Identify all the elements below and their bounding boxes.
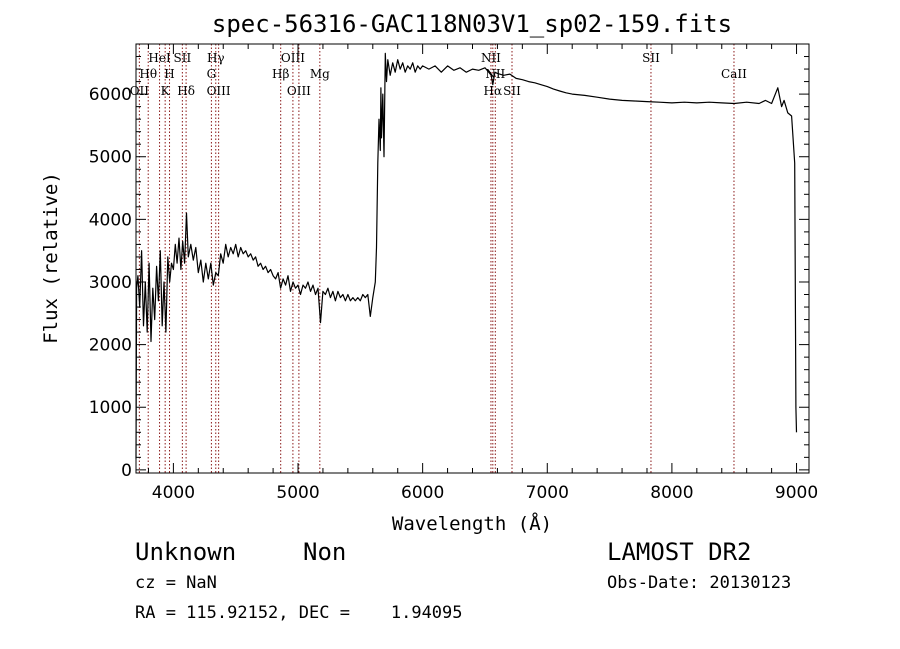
x-tick-label: 7000 bbox=[526, 483, 569, 503]
y-tick-label: 4000 bbox=[89, 210, 132, 230]
spectral-line-label: SII bbox=[503, 84, 521, 98]
y-axis: 0 1000 2000 3000 4000 5000 6000 bbox=[89, 56, 809, 481]
x-tick-label: 6000 bbox=[401, 483, 444, 503]
x-tick-label: 8000 bbox=[650, 483, 693, 503]
observation-date: Obs-Date: 20130123 bbox=[607, 573, 792, 593]
spectral-line-label: OII bbox=[130, 84, 150, 98]
spectral-line-label: Hα bbox=[484, 84, 503, 98]
spectral-line-label: CaII bbox=[721, 67, 747, 81]
y-tick-label: 1000 bbox=[89, 398, 132, 418]
object-subclass: Non bbox=[303, 538, 347, 566]
chart-title: spec-56316-GAC118N03V1_sp02-159.fits bbox=[212, 10, 732, 38]
y-tick-label: 5000 bbox=[89, 148, 132, 168]
y-tick-label: 2000 bbox=[89, 336, 132, 356]
spectral-line-label: NII bbox=[485, 67, 505, 81]
ra-dec-coordinates: RA = 115.92152, DEC = 1.94095 bbox=[135, 603, 463, 623]
spectral-line-label: HeI bbox=[148, 51, 171, 65]
y-tick-label: 0 bbox=[121, 461, 132, 481]
spectral-line-label: OIII bbox=[281, 51, 305, 65]
spectral-line-label: H bbox=[164, 67, 174, 81]
spectral-line-label: Hβ bbox=[272, 67, 289, 81]
spectral-line-label: SII bbox=[642, 51, 660, 65]
x-axis-label: Wavelength (Å) bbox=[392, 512, 552, 535]
x-axis: 4000 5000 6000 7000 8000 9000 bbox=[147, 44, 818, 503]
spectral-line-label: Hθ bbox=[139, 67, 157, 81]
spectral-line-label: Mg bbox=[310, 67, 330, 81]
spectral-line-label: G bbox=[207, 67, 217, 81]
spectral-line-markers bbox=[138, 44, 735, 473]
spectral-line-label: Hδ bbox=[177, 84, 195, 98]
spectral-line-label: Hγ bbox=[207, 51, 225, 65]
y-axis-label: Flux (relative) bbox=[40, 172, 62, 344]
y-tick-label: 6000 bbox=[89, 85, 132, 105]
x-tick-label: 5000 bbox=[276, 483, 319, 503]
object-class: Unknown bbox=[135, 538, 237, 566]
spectral-line-label: OIII bbox=[207, 84, 231, 98]
x-tick-label: 4000 bbox=[152, 483, 195, 503]
survey-release: LAMOST DR2 bbox=[607, 538, 752, 566]
y-tick-label: 3000 bbox=[89, 273, 132, 293]
spectral-line-label: OIII bbox=[287, 84, 311, 98]
spectral-line-labels: OIIHθHeIKHSIIHδHγGOIIIHβOIIIOIIIMgNIINII… bbox=[130, 51, 747, 98]
spectral-line-label: K bbox=[161, 84, 171, 98]
spectral-line-label: SII bbox=[174, 51, 192, 65]
x-tick-label: 9000 bbox=[775, 483, 818, 503]
spectral-line-label: NII bbox=[481, 51, 501, 65]
plot-frame bbox=[135, 43, 810, 474]
spectrum-line bbox=[135, 52, 798, 459]
redshift-cz: cz = NaN bbox=[135, 573, 217, 593]
